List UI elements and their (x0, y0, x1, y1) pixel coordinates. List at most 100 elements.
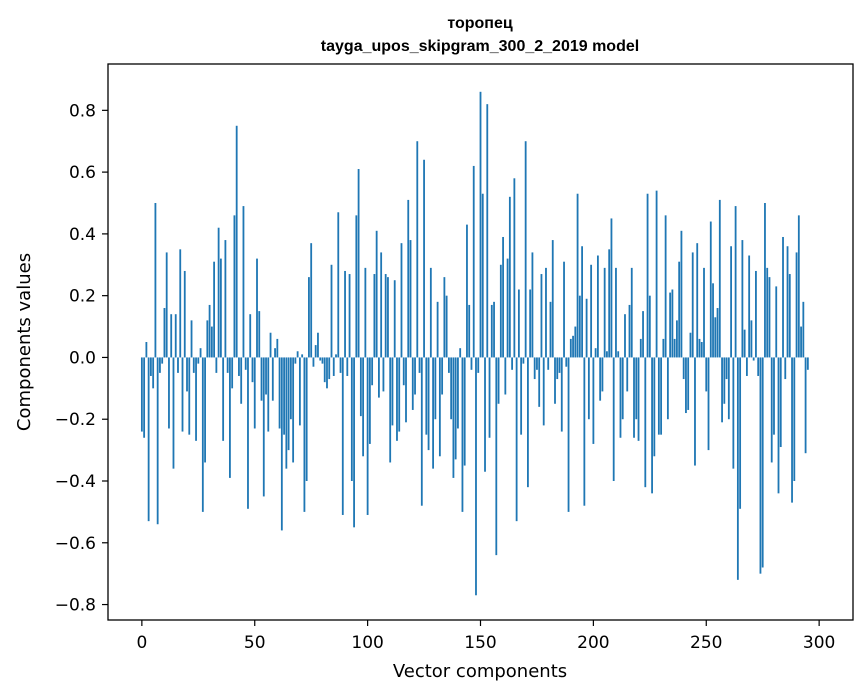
bar (741, 240, 744, 358)
bar (362, 357, 365, 457)
bar (646, 193, 649, 358)
bar (287, 357, 290, 451)
bar (732, 357, 735, 469)
bar (680, 230, 683, 358)
bar (317, 332, 319, 358)
bar (357, 169, 360, 358)
plot-frame (107, 63, 854, 621)
bar (662, 338, 665, 358)
bar (278, 357, 281, 429)
y-axis-label: Components values (14, 253, 35, 431)
bar (768, 277, 771, 358)
bar (443, 277, 446, 358)
bar (635, 357, 638, 420)
bar (689, 332, 692, 358)
bar (477, 357, 480, 373)
x-axis-label: Vector components (393, 661, 567, 682)
bar (648, 295, 651, 358)
bar (335, 354, 337, 358)
bar (389, 357, 392, 463)
bar (457, 357, 459, 429)
bar (210, 326, 213, 358)
bar (226, 357, 229, 373)
bar (256, 258, 258, 358)
bar (244, 357, 247, 370)
bar (332, 357, 335, 376)
bar (499, 264, 502, 358)
bar (208, 304, 211, 358)
bar (312, 357, 315, 367)
bar (493, 301, 495, 358)
bar (432, 357, 434, 469)
bar (490, 304, 493, 358)
bar (630, 267, 633, 358)
bar (484, 357, 486, 472)
bar (199, 348, 202, 358)
bar (795, 252, 798, 358)
bar (411, 357, 414, 410)
bar (750, 320, 753, 358)
bar (262, 357, 265, 497)
bar (149, 357, 152, 376)
bar (673, 338, 676, 358)
bar (396, 357, 398, 441)
bar (233, 215, 236, 358)
bar (328, 357, 331, 380)
bar (698, 338, 701, 358)
bar (423, 159, 425, 358)
bar (572, 335, 574, 358)
bar (700, 342, 703, 358)
bar (229, 357, 231, 478)
bar (606, 351, 608, 358)
bar (770, 357, 773, 463)
bar (409, 240, 412, 358)
bar (642, 311, 644, 358)
bar (183, 270, 186, 358)
bar (777, 357, 780, 494)
bar (601, 357, 604, 392)
bar (685, 357, 687, 414)
bar (147, 357, 150, 522)
bar (416, 141, 419, 358)
bar (592, 357, 595, 444)
bar (197, 357, 200, 364)
bar (576, 193, 579, 358)
bar (405, 357, 407, 423)
bar (558, 357, 561, 373)
bar (739, 357, 742, 509)
bar (341, 357, 344, 515)
bar (217, 227, 220, 358)
bar (346, 357, 349, 376)
x-tick-label: 300 (803, 633, 835, 653)
bar (551, 240, 554, 358)
x-tick-label: 200 (577, 633, 609, 653)
bar (615, 267, 617, 358)
bar (240, 357, 243, 404)
bar (425, 357, 428, 435)
y-tick-label: −0.8 (55, 596, 96, 616)
bar (414, 357, 416, 395)
bar (536, 357, 538, 370)
bar (527, 357, 529, 488)
bar (470, 357, 473, 370)
bar (459, 348, 462, 358)
bar (179, 249, 182, 358)
bar (788, 274, 791, 358)
bar (481, 193, 484, 358)
bar (195, 357, 197, 441)
bar (156, 357, 159, 525)
bar (188, 357, 191, 435)
bar (504, 357, 507, 395)
bar (545, 267, 547, 358)
bar (802, 301, 805, 358)
bar (515, 357, 518, 522)
bar (204, 357, 206, 463)
bar (583, 357, 586, 506)
bar (344, 270, 346, 358)
bar (479, 91, 482, 358)
bar (373, 274, 376, 358)
bar (666, 357, 669, 420)
bar (165, 252, 168, 358)
bar (206, 320, 209, 358)
